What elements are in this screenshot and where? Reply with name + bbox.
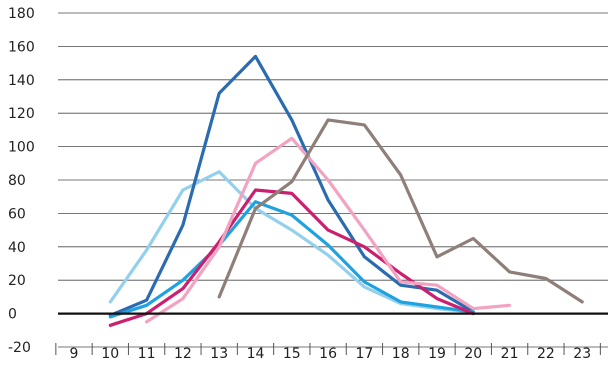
series-line-2 bbox=[108, 54, 475, 317]
y-tick-label: 40 bbox=[8, 240, 26, 256]
series-lines bbox=[108, 54, 584, 327]
x-axis-ticks bbox=[55, 343, 601, 355]
y-tick-label: 120 bbox=[8, 106, 35, 122]
y-tick-label: 60 bbox=[8, 206, 26, 222]
series-line-1 bbox=[108, 170, 475, 314]
y-tick-label: 100 bbox=[8, 140, 35, 156]
x-tick-label: 12 bbox=[174, 346, 192, 362]
x-tick-label: 13 bbox=[210, 346, 228, 362]
y-axis-tick-labels: -20 0 20 40 60 80 100 120 140 160 180 bbox=[8, 6, 35, 356]
gridlines bbox=[58, 12, 608, 348]
series-line-3 bbox=[108, 200, 475, 319]
series-line-5 bbox=[145, 136, 512, 324]
x-tick-label: 23 bbox=[573, 346, 591, 362]
y-tick-label: -20 bbox=[8, 340, 31, 356]
y-tick-label: 20 bbox=[8, 273, 26, 289]
y-tick-label: 180 bbox=[8, 6, 35, 22]
x-tick-label: 20 bbox=[464, 346, 482, 362]
x-tick-label: 17 bbox=[355, 346, 373, 362]
x-axis-tick-labels: 9 10 11 12 13 14 15 16 17 18 19 20 21 22 23 bbox=[70, 346, 592, 362]
y-tick-label: 0 bbox=[8, 307, 17, 323]
x-tick-label: 22 bbox=[537, 346, 555, 362]
x-tick-label: 19 bbox=[428, 346, 446, 362]
x-tick-label: 15 bbox=[283, 346, 301, 362]
x-tick-label: 21 bbox=[501, 346, 519, 362]
y-tick-label: 140 bbox=[8, 73, 35, 89]
x-tick-label: 9 bbox=[70, 346, 79, 362]
y-tick-label: 80 bbox=[8, 173, 26, 189]
x-tick-label: 14 bbox=[247, 346, 265, 362]
x-tick-label: 11 bbox=[138, 346, 156, 362]
x-tick-label: 10 bbox=[101, 346, 119, 362]
series-line-6 bbox=[217, 118, 584, 304]
y-tick-label: 160 bbox=[8, 39, 35, 55]
x-tick-label: 16 bbox=[319, 346, 337, 362]
x-tick-label: 18 bbox=[392, 346, 410, 362]
